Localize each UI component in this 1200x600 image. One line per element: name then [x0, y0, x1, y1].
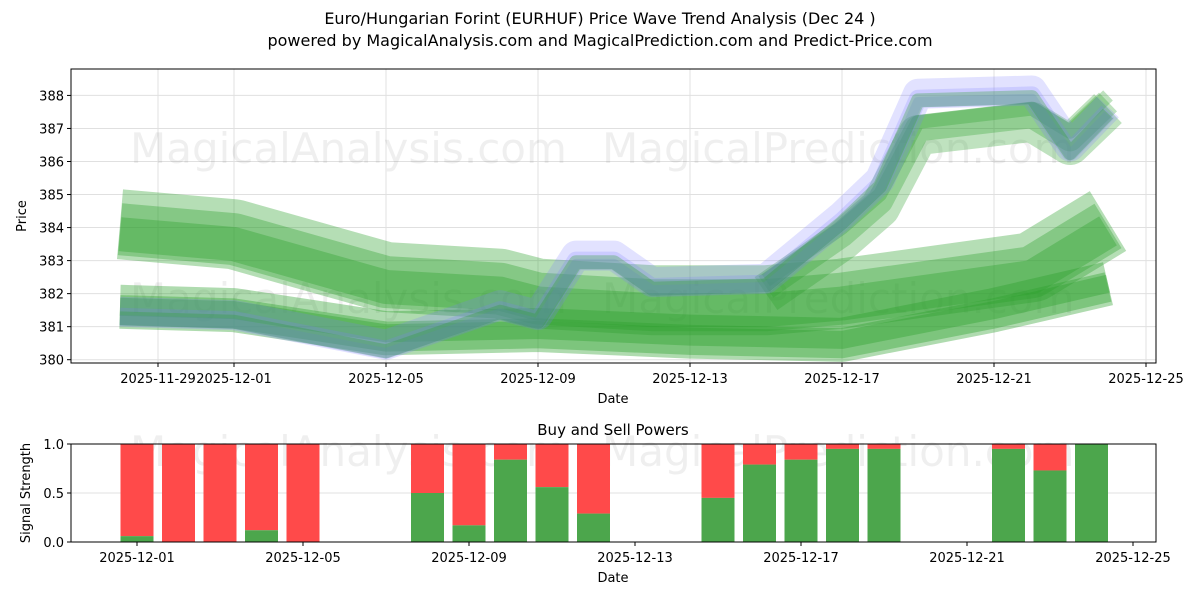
sell-bar	[992, 444, 1025, 449]
signal-plot: Buy and Sell Powers MagicalAnalysis.com …	[19, 421, 1171, 586]
x-tick-label: 2025-12-09	[431, 551, 507, 566]
buy-bar	[868, 449, 901, 542]
sell-bar	[785, 444, 818, 460]
buy-bar	[121, 536, 154, 542]
buy-bar	[702, 498, 735, 542]
x-tick-label: 2025-12-13	[597, 551, 673, 566]
sell-bar	[868, 444, 901, 449]
sell-bar	[453, 444, 486, 525]
buy-bar	[577, 514, 610, 542]
x-tick-label: 2025-12-13	[652, 372, 728, 387]
sell-bar	[162, 444, 195, 542]
buy-bar	[536, 487, 569, 542]
signal-x-label: Date	[597, 571, 628, 586]
x-tick-label: 2025-12-01	[99, 551, 175, 566]
sell-bar	[826, 444, 859, 449]
sell-bar	[411, 444, 444, 493]
sell-bar	[287, 444, 320, 542]
price-y-axis: 380 381 382 383 384 385 386 387 388	[39, 89, 71, 368]
sell-bar	[1034, 444, 1067, 470]
y-tick-label: 382	[39, 288, 64, 303]
x-tick-label: 2025-12-09	[500, 372, 576, 387]
sell-bar	[536, 444, 569, 487]
price-x-axis: 2025-11-292025-12-01 2025-12-05 2025-12-09…	[120, 363, 1184, 387]
y-tick-label: 0.5	[43, 487, 64, 502]
x-tick-label: 2025-12-05	[265, 551, 341, 566]
x-tick-label: 2025-12-21	[956, 372, 1032, 387]
y-tick-label: 0.0	[43, 536, 64, 551]
signal-y-label: Signal Strength	[19, 443, 34, 543]
sell-bar	[204, 444, 237, 542]
x-tick-label: 2025-12-25	[1095, 551, 1171, 566]
x-tick-label: 2025-12-25	[1108, 372, 1184, 387]
sell-bar	[702, 444, 735, 498]
y-tick-label: 385	[39, 189, 64, 204]
y-tick-label: 381	[39, 321, 64, 336]
y-tick-label: 386	[39, 155, 64, 170]
sell-bar	[577, 444, 610, 514]
y-tick-label: 387	[39, 122, 64, 137]
chart-canvas: MagicalAnalysis.com MagicalPrediction.co…	[0, 0, 1200, 600]
y-tick-label: 380	[39, 354, 64, 369]
price-x-label: Date	[597, 392, 628, 407]
x-tick-label: 2025-12-21	[929, 551, 1005, 566]
sell-bar	[743, 444, 776, 465]
buy-bar	[411, 493, 444, 542]
x-tick-label: 2025-12-01	[196, 372, 272, 387]
y-tick-label: 384	[39, 222, 64, 237]
sell-bar	[494, 444, 527, 460]
y-tick-label: 1.0	[43, 438, 64, 453]
buy-bar	[1034, 470, 1067, 542]
price-plot: MagicalAnalysis.com MagicalPrediction.co…	[15, 69, 1184, 407]
x-tick-label: 2025-12-17	[804, 372, 880, 387]
x-tick-label: 2025-12-17	[763, 551, 839, 566]
x-tick-label: 2025-11-29	[120, 372, 196, 387]
x-tick-label: 2025-12-05	[348, 372, 424, 387]
y-tick-label: 383	[39, 255, 64, 270]
buy-bar	[743, 465, 776, 542]
y-tick-label: 388	[39, 89, 64, 104]
buy-bar	[453, 525, 486, 542]
buy-bar	[785, 460, 818, 542]
price-y-label: Price	[15, 200, 30, 232]
buy-bar	[245, 530, 278, 542]
sell-bar	[245, 444, 278, 530]
buy-bar	[494, 460, 527, 542]
buy-bar	[826, 449, 859, 542]
buy-bar	[1075, 444, 1108, 542]
sell-bar	[121, 444, 154, 536]
signal-y-axis: 0.0 0.5 1.0	[43, 438, 71, 551]
buy-bar	[992, 449, 1025, 542]
signal-x-axis: 2025-12-01 2025-12-05 2025-12-09 2025-12-13…	[99, 542, 1171, 566]
watermark-analysis-top: MagicalAnalysis.com	[130, 124, 567, 173]
